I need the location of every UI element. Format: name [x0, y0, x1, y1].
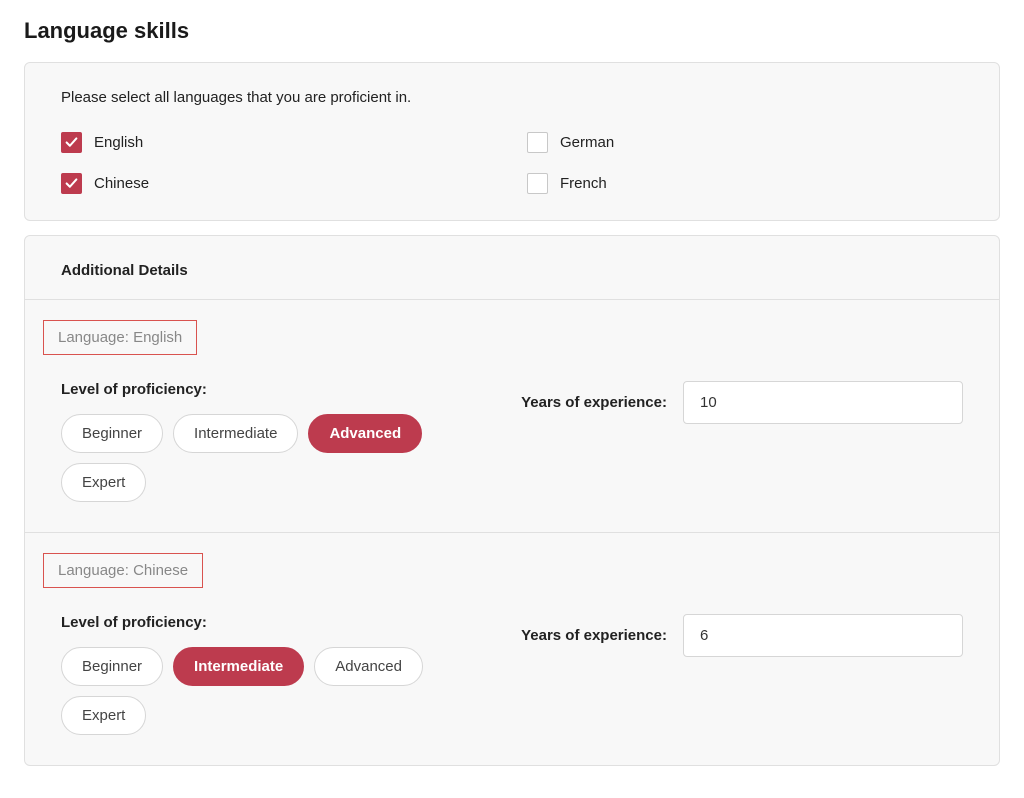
checkbox-label-chinese: Chinese	[94, 175, 149, 192]
years-label: Years of experience:	[521, 627, 667, 644]
proficiency-options-english: Beginner Intermediate Advanced Expert	[61, 414, 481, 502]
years-label: Years of experience:	[521, 394, 667, 411]
language-option-english[interactable]: English	[61, 132, 497, 153]
checkbox-chinese[interactable]	[61, 173, 82, 194]
language-option-chinese[interactable]: Chinese	[61, 173, 497, 194]
proficiency-options-chinese: Beginner Intermediate Advanced Expert	[61, 647, 481, 735]
proficiency-advanced[interactable]: Advanced	[308, 414, 422, 453]
checkbox-english[interactable]	[61, 132, 82, 153]
language-badge-english: Language: English	[43, 320, 197, 355]
language-option-german[interactable]: German	[527, 132, 963, 153]
instruction-text: Please select all languages that you are…	[61, 89, 963, 106]
proficiency-intermediate[interactable]: Intermediate	[173, 414, 298, 453]
language-detail-chinese: Language: Chinese Level of proficiency: …	[25, 532, 999, 765]
language-badge-chinese: Language: Chinese	[43, 553, 203, 588]
additional-details-panel: Additional Details Language: English Lev…	[24, 235, 1000, 766]
checkbox-french[interactable]	[527, 173, 548, 194]
details-header: Additional Details	[25, 236, 999, 299]
proficiency-label: Level of proficiency:	[61, 614, 481, 631]
checkbox-label-english: English	[94, 134, 143, 151]
proficiency-beginner[interactable]: Beginner	[61, 414, 163, 453]
proficiency-expert[interactable]: Expert	[61, 696, 146, 735]
language-option-french[interactable]: French	[527, 173, 963, 194]
language-selection-panel: Please select all languages that you are…	[24, 62, 1000, 221]
proficiency-advanced[interactable]: Advanced	[314, 647, 423, 686]
language-detail-english: Language: English Level of proficiency: …	[25, 299, 999, 532]
years-input-english[interactable]	[683, 381, 963, 424]
checkbox-german[interactable]	[527, 132, 548, 153]
checkbox-label-french: French	[560, 175, 607, 192]
language-checkbox-grid: English German Chinese French	[61, 132, 963, 194]
proficiency-beginner[interactable]: Beginner	[61, 647, 163, 686]
years-input-chinese[interactable]	[683, 614, 963, 657]
page-title: Language skills	[24, 18, 1000, 44]
proficiency-label: Level of proficiency:	[61, 381, 481, 398]
checkbox-label-german: German	[560, 134, 614, 151]
check-icon	[65, 136, 78, 149]
proficiency-expert[interactable]: Expert	[61, 463, 146, 502]
proficiency-intermediate[interactable]: Intermediate	[173, 647, 304, 686]
check-icon	[65, 177, 78, 190]
